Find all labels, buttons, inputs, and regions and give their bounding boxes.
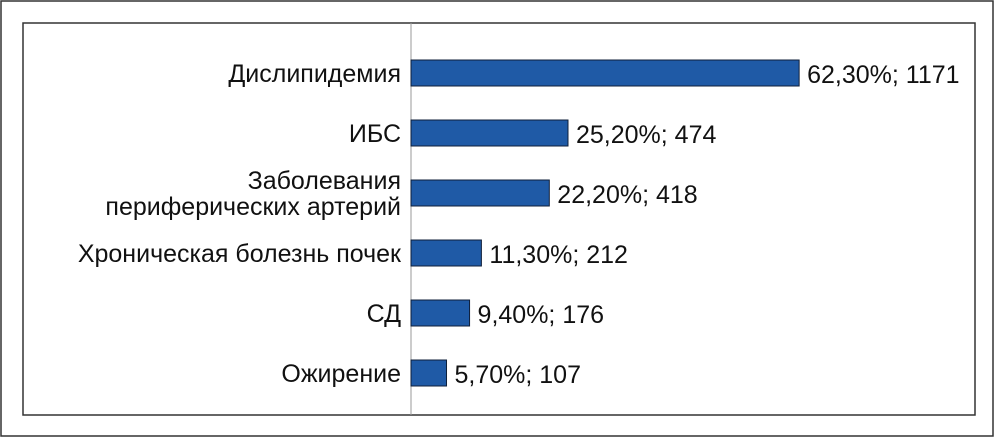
category-label-2-line-1: периферических артерий bbox=[105, 193, 401, 221]
bar-1 bbox=[410, 119, 569, 147]
bar-4 bbox=[410, 299, 471, 327]
data-label-0: 62,30%; 1171 bbox=[807, 61, 959, 89]
bar-2 bbox=[410, 179, 550, 207]
category-label-5-line-0: Ожирение bbox=[281, 360, 401, 388]
bar-3 bbox=[410, 239, 482, 267]
category-label-1: ИБС bbox=[349, 120, 401, 148]
data-label-5: 5,70%; 107 bbox=[455, 361, 582, 389]
category-label-0: Дислипидемия bbox=[228, 60, 401, 88]
bar-5 bbox=[410, 359, 448, 387]
category-label-5: Ожирение bbox=[281, 360, 401, 388]
data-label-3: 11,30%; 212 bbox=[489, 241, 628, 269]
category-label-0-line-0: Дислипидемия bbox=[228, 60, 401, 88]
category-label-1-line-0: ИБС bbox=[349, 120, 401, 148]
bars-layer bbox=[410, 59, 800, 387]
category-label-3-line-0: Хроническая болезнь почек bbox=[78, 240, 402, 268]
data-label-4: 9,40%; 176 bbox=[478, 301, 605, 329]
category-label-3: Хроническая болезнь почек bbox=[78, 240, 402, 268]
category-label-2: Заболевания периферических артерий bbox=[105, 167, 401, 221]
category-label-4: СД bbox=[367, 300, 402, 328]
category-label-4-line-0: СД bbox=[367, 300, 402, 328]
data-label-2: 22,20%; 418 bbox=[557, 181, 697, 209]
labels-layer: 62,30%; 1171 Дислипидемия 25,20%; 474 ИБС 22… bbox=[78, 60, 960, 389]
category-label-2-line-0: Заболевания bbox=[248, 167, 401, 195]
plot-frame bbox=[22, 22, 976, 416]
data-label-1: 25,20%; 474 bbox=[576, 121, 716, 149]
bar-0 bbox=[410, 59, 800, 87]
